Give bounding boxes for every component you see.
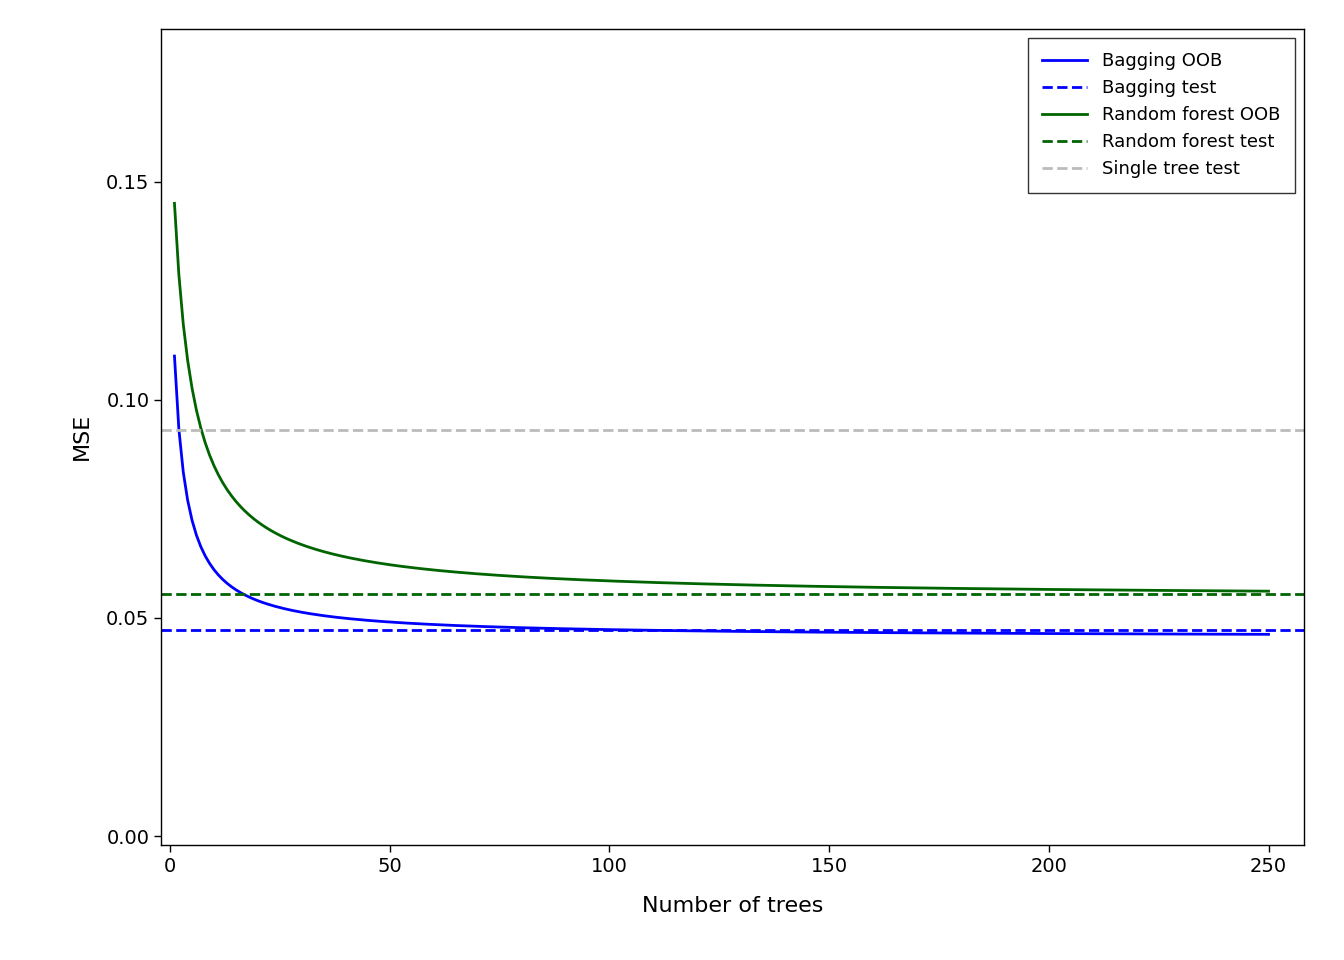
Bagging OOB xyxy=(1261,629,1277,640)
Single tree test xyxy=(167,424,183,436)
Random forest OOB xyxy=(620,576,636,588)
X-axis label: Number of trees: Number of trees xyxy=(642,897,823,917)
Y-axis label: MSE: MSE xyxy=(73,413,93,461)
Bagging OOB xyxy=(606,624,622,636)
Bagging OOB xyxy=(347,613,363,625)
Bagging OOB xyxy=(620,624,636,636)
Random forest OOB xyxy=(1261,586,1277,597)
Bagging OOB xyxy=(1216,629,1232,640)
Line: Random forest OOB: Random forest OOB xyxy=(175,204,1269,591)
Bagging OOB xyxy=(167,350,183,362)
Random forest OOB xyxy=(800,581,816,592)
Bagging OOB xyxy=(800,626,816,637)
Legend: Bagging OOB, Bagging test, Random forest OOB, Random forest test, Single tree te: Bagging OOB, Bagging test, Random forest… xyxy=(1028,37,1294,193)
Bagging OOB xyxy=(922,627,938,638)
Random forest OOB xyxy=(347,553,363,564)
Random forest OOB xyxy=(922,583,938,594)
Random forest OOB xyxy=(606,575,622,587)
Single tree test xyxy=(163,424,179,436)
Random forest OOB xyxy=(167,198,183,209)
Random forest test xyxy=(163,588,179,600)
Line: Bagging OOB: Bagging OOB xyxy=(175,356,1269,635)
Bagging test xyxy=(163,624,179,636)
Random forest OOB xyxy=(1216,586,1232,597)
Random forest test xyxy=(167,588,183,600)
Bagging test xyxy=(167,624,183,636)
